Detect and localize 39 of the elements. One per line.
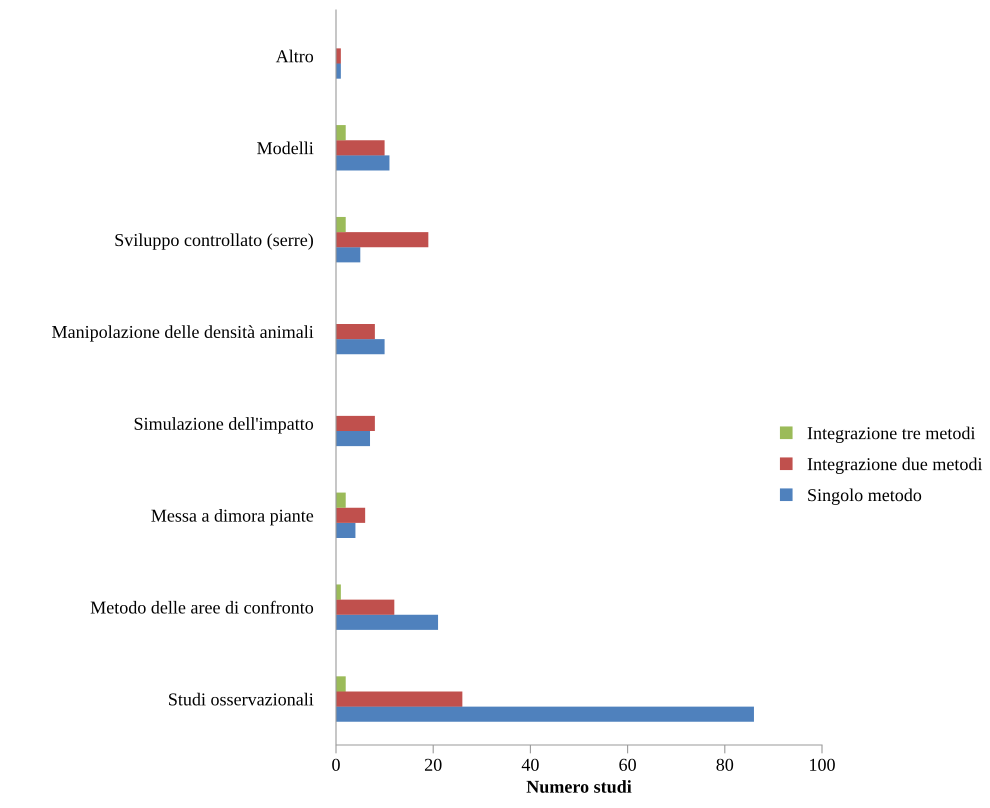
y-tick-label: Sviluppo controllato (serre) — [115, 233, 313, 250]
y-tick-label: Modelli — [257, 142, 314, 154]
y-tick-label: Altro — [276, 50, 314, 62]
bar — [336, 522, 356, 538]
bar — [336, 216, 346, 232]
bar — [336, 676, 346, 692]
bar — [336, 125, 346, 140]
bar — [336, 600, 394, 615]
bar — [336, 431, 370, 446]
bar — [336, 232, 428, 248]
bar — [336, 584, 341, 600]
legend-label: Integrazione tre metodi — [808, 426, 976, 443]
x-tick-label: 100 — [810, 758, 835, 771]
x-tick-label: 40 — [522, 758, 539, 771]
y-tick-label: Simulazione dell'impatto — [134, 417, 314, 434]
bar — [336, 706, 754, 722]
bar — [336, 416, 375, 432]
y-tick-label: Studi osservazionali — [169, 692, 314, 706]
bar — [336, 324, 375, 340]
x-tick-label: 60 — [619, 758, 636, 771]
bar — [336, 492, 346, 508]
bar — [336, 508, 366, 523]
bar — [336, 614, 438, 630]
bar — [336, 140, 385, 156]
y-tick-label: Messa a dimora piante — [151, 509, 314, 526]
y-tick-label: Manipolazione delle densità animali — [52, 325, 314, 342]
bar — [336, 339, 385, 354]
bar — [336, 48, 341, 64]
x-tick-label: 20 — [424, 758, 442, 771]
legend-label: Integrazione due metodi — [808, 458, 982, 474]
y-tick-label: Metodo delle aree di confronto — [90, 600, 314, 614]
x-tick-label: 0 — [332, 758, 340, 771]
x-tick-label: 80 — [716, 758, 734, 771]
bar — [336, 247, 360, 262]
bar — [336, 64, 341, 79]
x-axis-title: Numero studi — [526, 780, 632, 793]
legend-label: Singolo metodo — [808, 488, 922, 505]
bar — [336, 155, 390, 171]
bar — [336, 691, 462, 707]
